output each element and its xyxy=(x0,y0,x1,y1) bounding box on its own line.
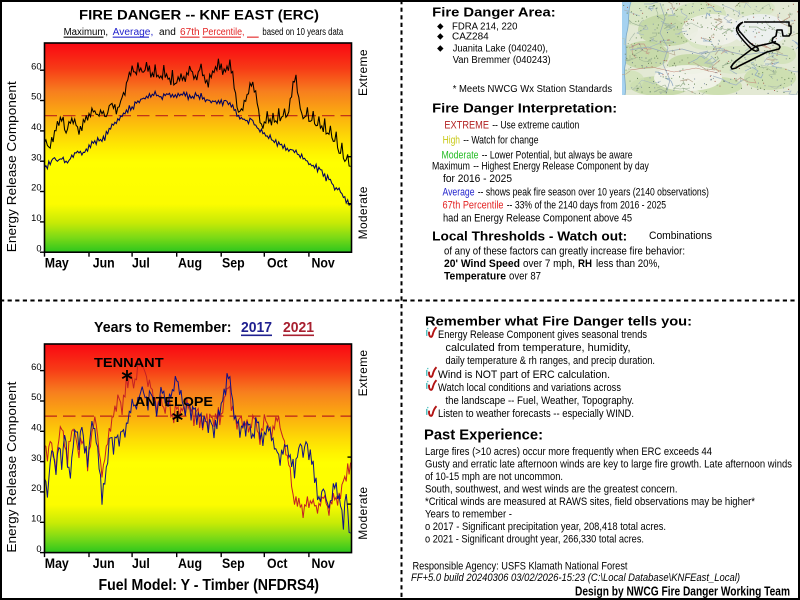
svg-text:Wind is NOT part of ERC calcul: Wind is NOT part of ERC calculation. xyxy=(438,369,610,381)
svg-text:Listen to weather forecasts --: Listen to weather forecasts -- especiall… xyxy=(438,408,634,420)
svg-text:Extreme: Extreme xyxy=(356,350,370,397)
svg-text:50: 50 xyxy=(31,392,41,402)
svg-text:*Critical winds are measured a: *Critical winds are measured at RAWS sit… xyxy=(425,496,756,508)
svg-text:Aug: Aug xyxy=(178,556,202,571)
svg-text:60: 60 xyxy=(31,362,41,372)
svg-text:of any of these factors can gr: of any of these factors can greatly incr… xyxy=(444,246,685,258)
svg-text:for 2016 - 2025: for 2016 - 2025 xyxy=(443,173,512,185)
svg-text:Oct: Oct xyxy=(267,556,288,571)
svg-text:Aug: Aug xyxy=(178,256,202,271)
svg-text:Large fires (>10 acres) occur: Large fires (>10 acres) occur more frequ… xyxy=(425,446,712,458)
svg-text:10: 10 xyxy=(31,213,41,223)
svg-text:Fire Danger Area:: Fire Danger Area: xyxy=(432,4,556,19)
svg-text:FDRA 214, 220: FDRA 214, 220 xyxy=(452,22,518,33)
svg-text:-- Lower Potential, but always: -- Lower Potential, but always be aware xyxy=(482,150,633,162)
svg-text:over 7 mph,: over 7 mph, xyxy=(523,258,575,270)
svg-text:20: 20 xyxy=(31,483,41,493)
svg-text:40: 40 xyxy=(31,423,41,433)
svg-text:May: May xyxy=(45,556,69,571)
svg-text:Remember what Fire Danger tell: Remember what Fire Danger tells you: xyxy=(425,314,692,329)
svg-text:Sep: Sep xyxy=(222,556,245,571)
svg-text:over 87: over 87 xyxy=(509,271,541,283)
svg-text:daily temperature & rh ranges,: daily temperature & rh ranges, and preci… xyxy=(446,355,656,367)
svg-text:Gusty and erratic late afterno: Gusty and erratic late afternoon winds a… xyxy=(425,459,792,471)
svg-text:had an Energy Release Componen: had an Energy Release Component above 45 xyxy=(443,213,632,225)
svg-text:of 10-15 mph are not uncommon.: of 10-15 mph are not uncommon. xyxy=(425,471,563,483)
svg-text:Van Bremmer (040243): Van Bremmer (040243) xyxy=(453,55,551,66)
svg-text:Energy Release Component: Energy Release Component xyxy=(4,381,19,552)
svg-text:o 2021 - Significant drought y: o 2021 - Significant drought year, 266,3… xyxy=(425,534,644,546)
svg-text:May: May xyxy=(45,256,69,271)
svg-text:0: 0 xyxy=(36,544,41,554)
svg-text:50: 50 xyxy=(31,92,41,102)
svg-text:the landscape -- Fuel, Weather: the landscape -- Fuel, Weather, Topograp… xyxy=(446,395,635,407)
svg-text:Watch local conditions and var: Watch local conditions and variations ac… xyxy=(438,382,621,394)
svg-text:Percentile,: Percentile, xyxy=(203,27,245,38)
svg-text:Years to remember -: Years to remember - xyxy=(425,509,512,521)
svg-text:Past Experience:: Past Experience: xyxy=(424,427,543,444)
svg-text:-- shows peak fire season over: -- shows peak fire season over 10 years … xyxy=(478,187,709,199)
svg-text:Local Thresholds - Watch out:: Local Thresholds - Watch out: xyxy=(432,229,627,244)
svg-text:FF+5.0 build 20240306 03/02/20: FF+5.0 build 20240306 03/02/2026-15:23 (… xyxy=(411,572,740,584)
svg-text:EXTREME: EXTREME xyxy=(444,120,489,132)
svg-text:Nov: Nov xyxy=(312,256,336,271)
svg-text:CAZ284: CAZ284 xyxy=(452,32,489,43)
svg-text:40: 40 xyxy=(31,122,41,132)
svg-text:Fire Danger Interpretation:: Fire Danger Interpretation: xyxy=(432,101,617,116)
svg-text:Years to Remember:: Years to Remember: xyxy=(94,319,232,336)
svg-text:Sep: Sep xyxy=(222,256,245,271)
svg-text:Jun: Jun xyxy=(93,256,115,271)
svg-text:Energy Release Component: Energy Release Component xyxy=(4,81,19,252)
svg-text:Fuel Model: Y - Timber (NFDRS4: Fuel Model: Y - Timber (NFDRS4) xyxy=(99,577,320,594)
svg-text:-- Highest Energy Release Comp: -- Highest Energy Release Component by d… xyxy=(473,161,649,173)
svg-text:2021: 2021 xyxy=(283,319,314,336)
svg-text:67th: 67th xyxy=(180,27,200,38)
svg-text:o 2017 - Significant precipita: o 2017 - Significant precipitation year,… xyxy=(425,521,666,533)
svg-text:Moderate: Moderate xyxy=(356,186,370,239)
svg-text:30: 30 xyxy=(31,152,41,162)
svg-text:Moderate: Moderate xyxy=(356,487,370,540)
svg-text:FIRE DANGER -- KNF EAST (ERC): FIRE DANGER -- KNF EAST (ERC) xyxy=(79,8,319,24)
svg-text:Jun: Jun xyxy=(93,556,115,571)
svg-text:20' Wind Speed: 20' Wind Speed xyxy=(444,258,520,270)
svg-text:Jul: Jul xyxy=(132,256,150,271)
svg-text:2017: 2017 xyxy=(241,319,272,336)
svg-text:30: 30 xyxy=(31,453,41,463)
svg-text:RH: RH xyxy=(578,258,592,270)
svg-text:-- Watch for change: -- Watch for change xyxy=(463,135,538,147)
svg-text:Nov: Nov xyxy=(312,556,336,571)
svg-text:Jul: Jul xyxy=(132,556,150,571)
svg-text:Design by NWCG Fire Danger Wor: Design by NWCG Fire Danger Working Team xyxy=(575,585,790,599)
svg-text:Average,: Average, xyxy=(113,27,154,38)
svg-text:Moderate: Moderate xyxy=(442,150,479,162)
svg-text:Average: Average xyxy=(443,187,475,199)
svg-text:0: 0 xyxy=(36,243,41,253)
svg-text:67th Percentile: 67th Percentile xyxy=(443,200,504,212)
svg-text:-- 33% of the 2140 days from 2: -- 33% of the 2140 days from 2016 - 2025 xyxy=(507,200,666,212)
svg-text:Temperature: Temperature xyxy=(444,271,506,283)
svg-text:10: 10 xyxy=(31,514,41,524)
svg-text:less than 20%,: less than 20%, xyxy=(596,258,660,270)
svg-text:Juanita Lake (040240),: Juanita Lake (040240), xyxy=(453,44,548,55)
svg-text:20: 20 xyxy=(31,183,41,193)
svg-text:Extreme: Extreme xyxy=(356,49,370,96)
svg-text:South, southwest, and west win: South, southwest, and west winds are the… xyxy=(425,484,678,496)
svg-text:60: 60 xyxy=(31,61,41,71)
svg-text:* Meets NWCG Wx Station Standa: * Meets NWCG Wx Station Standards xyxy=(453,83,612,95)
svg-text:Oct: Oct xyxy=(267,256,288,271)
svg-text:High: High xyxy=(443,135,460,147)
svg-text:calculated from temperature, h: calculated from temperature, humidity, xyxy=(446,342,631,354)
svg-text:Energy Release Component gives: Energy Release Component gives seasonal … xyxy=(438,329,647,341)
svg-text:TENNANT: TENNANT xyxy=(94,355,164,370)
svg-text:-- Use extreme caution: -- Use extreme caution xyxy=(492,120,579,132)
svg-text:Responsible Agency: USFS Klama: Responsible Agency: USFS Klamath Nationa… xyxy=(413,561,628,573)
svg-text:based on 10 years data: based on 10 years data xyxy=(262,27,343,38)
svg-text:Maximum: Maximum xyxy=(432,161,470,173)
svg-text:Combinations: Combinations xyxy=(649,230,712,242)
svg-text:and: and xyxy=(159,27,176,38)
svg-text:ANTELOPE: ANTELOPE xyxy=(135,394,213,409)
svg-text:Maximum,: Maximum, xyxy=(64,27,109,38)
